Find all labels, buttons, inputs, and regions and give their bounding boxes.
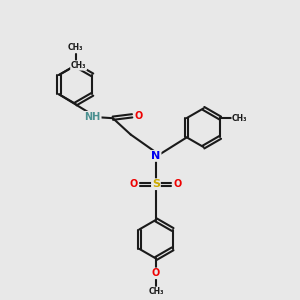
Text: CH₃: CH₃ [68,43,83,52]
Text: O: O [130,179,138,189]
Text: N: N [151,151,160,161]
Text: CH₃: CH₃ [232,113,248,122]
Text: O: O [152,268,160,278]
Text: CH₃: CH₃ [71,61,86,70]
Text: O: O [135,111,143,121]
Text: O: O [174,179,182,189]
Text: NH: NH [85,112,101,122]
Text: S: S [152,179,160,189]
Text: CH₃: CH₃ [148,287,164,296]
